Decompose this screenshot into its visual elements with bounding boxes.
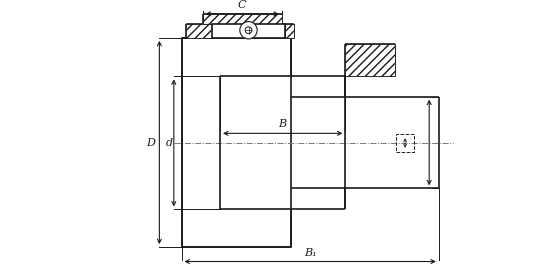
- Polygon shape: [182, 38, 292, 247]
- Polygon shape: [203, 14, 282, 24]
- Text: B: B: [279, 120, 287, 130]
- Text: D: D: [146, 138, 155, 147]
- Polygon shape: [212, 24, 285, 38]
- Text: B₁: B₁: [304, 248, 316, 258]
- Text: d: d: [166, 138, 173, 148]
- Circle shape: [245, 27, 252, 34]
- Polygon shape: [345, 44, 395, 76]
- Polygon shape: [285, 24, 294, 38]
- Polygon shape: [182, 24, 212, 38]
- Text: C: C: [238, 0, 246, 10]
- Circle shape: [240, 21, 257, 39]
